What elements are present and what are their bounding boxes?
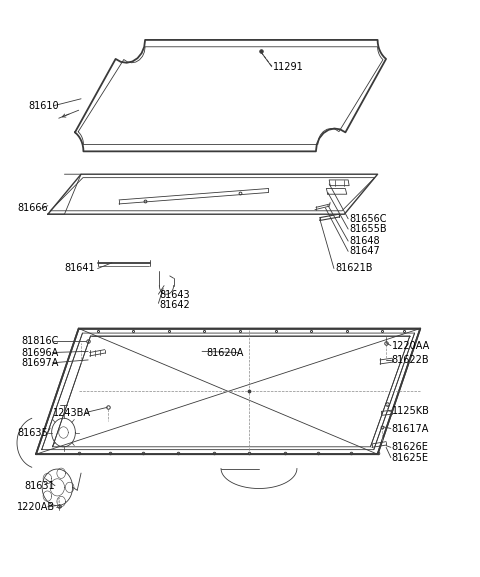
Text: 81656C: 81656C [349, 214, 386, 224]
Text: 81641: 81641 [64, 264, 95, 273]
Text: 81620A: 81620A [207, 347, 244, 358]
Text: 81621B: 81621B [335, 264, 372, 273]
Text: 81625E: 81625E [392, 452, 429, 463]
Text: 81643: 81643 [159, 290, 190, 301]
Text: 81622B: 81622B [392, 355, 430, 365]
Text: 81648: 81648 [349, 236, 380, 246]
Text: 81626E: 81626E [392, 443, 429, 452]
Text: 1125KB: 1125KB [392, 406, 430, 417]
Text: 81642: 81642 [159, 299, 190, 309]
Text: 81816C: 81816C [22, 336, 59, 346]
Text: 81610: 81610 [29, 100, 60, 111]
Text: 81655B: 81655B [349, 224, 387, 234]
Text: 81696A: 81696A [22, 347, 59, 358]
Text: 1220AA: 1220AA [392, 340, 430, 351]
Text: 81647: 81647 [349, 246, 380, 256]
Text: 1243BA: 1243BA [53, 407, 91, 418]
Text: 81666: 81666 [17, 204, 48, 213]
Text: 81631: 81631 [24, 481, 55, 490]
Text: 81697A: 81697A [22, 358, 59, 368]
Text: 1220AB: 1220AB [17, 502, 55, 512]
Text: 81635: 81635 [17, 428, 48, 437]
Text: 81617A: 81617A [392, 424, 429, 433]
Text: 11291: 11291 [273, 62, 304, 72]
